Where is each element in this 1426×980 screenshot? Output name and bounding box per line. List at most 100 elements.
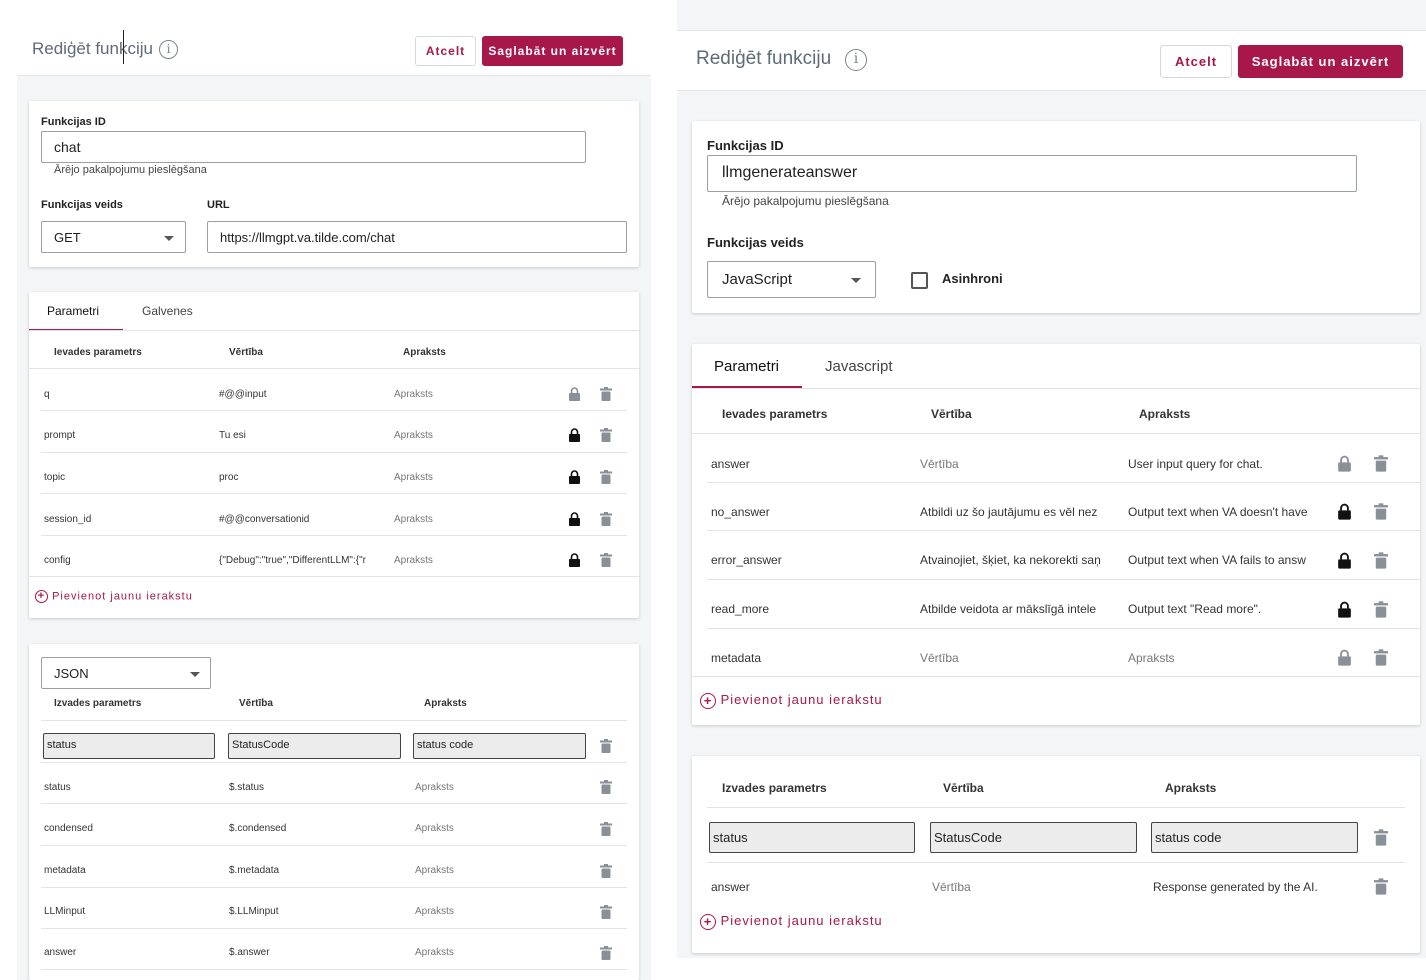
- new-output-param-input[interactable]: status: [43, 733, 215, 759]
- trash-icon[interactable]: [1374, 503, 1388, 520]
- trash-icon[interactable]: [600, 387, 612, 401]
- new-output-value-input[interactable]: StatusCode: [228, 733, 401, 759]
- trash-icon[interactable]: [600, 553, 612, 567]
- param-description[interactable]: Apraksts: [394, 514, 433, 525]
- param-name[interactable]: config: [44, 555, 71, 566]
- output-param-name[interactable]: metadata: [44, 865, 86, 876]
- output-param-description[interactable]: Apraksts: [415, 947, 454, 958]
- info-icon[interactable]: i: [845, 49, 867, 71]
- add-input-row-button[interactable]: + Pievienot jaunu ierakstu: [700, 692, 883, 709]
- param-value[interactable]: Vērtība: [920, 457, 959, 471]
- output-param-description[interactable]: Apraksts: [415, 823, 454, 834]
- trash-icon[interactable]: [600, 470, 612, 484]
- new-output-description-input[interactable]: status code: [1151, 822, 1358, 853]
- output-param-name[interactable]: answer: [711, 880, 750, 894]
- output-param-value[interactable]: $.answer: [229, 947, 270, 958]
- param-name[interactable]: read_more: [711, 602, 770, 616]
- lock-icon[interactable]: [568, 470, 581, 484]
- output-param-value[interactable]: $.metadata: [229, 865, 280, 876]
- function-id-input[interactable]: chat: [41, 131, 586, 163]
- param-name[interactable]: answer: [711, 457, 750, 471]
- param-value[interactable]: proc: [219, 472, 239, 483]
- async-checkbox[interactable]: [911, 272, 928, 289]
- param-name[interactable]: no_answer: [711, 505, 770, 519]
- param-name[interactable]: q: [44, 389, 50, 400]
- output-param-description[interactable]: Apraksts: [415, 782, 454, 793]
- lock-icon[interactable]: [1337, 455, 1352, 472]
- lock-icon[interactable]: [568, 428, 581, 442]
- param-value[interactable]: Atbilde veidota ar mākslīgā intele: [920, 602, 1097, 616]
- param-value[interactable]: Vērtība: [920, 651, 959, 665]
- param-description[interactable]: User input query for chat.: [1128, 457, 1263, 471]
- trash-icon[interactable]: [1374, 649, 1388, 666]
- param-value[interactable]: {"Debug":"true","DifferentLLM":{"r: [219, 555, 366, 566]
- lock-icon[interactable]: [1337, 649, 1352, 666]
- trash-icon[interactable]: [600, 822, 612, 836]
- save-close-button[interactable]: Saglabāt un aizvērt: [482, 36, 623, 66]
- param-description[interactable]: Apraksts: [394, 430, 433, 441]
- output-param-name[interactable]: condensed: [44, 823, 93, 834]
- param-value[interactable]: Tu esi: [219, 430, 246, 441]
- lock-icon[interactable]: [1337, 503, 1352, 520]
- trash-icon[interactable]: [1374, 455, 1388, 472]
- trash-icon[interactable]: [600, 946, 612, 960]
- trash-icon[interactable]: [1374, 601, 1388, 618]
- param-name[interactable]: error_answer: [711, 553, 782, 567]
- param-description[interactable]: Output text when VA doesn't have: [1128, 505, 1308, 519]
- lock-icon[interactable]: [568, 512, 581, 526]
- param-value[interactable]: Atvainojiet, šķiet, ka nekorekti saņ: [920, 553, 1101, 567]
- param-name[interactable]: metadata: [711, 651, 762, 665]
- output-param-description[interactable]: Apraksts: [415, 906, 454, 917]
- info-icon[interactable]: i: [159, 40, 178, 59]
- tab-parametri[interactable]: Parametri: [47, 304, 100, 318]
- trash-icon[interactable]: [600, 864, 612, 878]
- function-type-select[interactable]: GET: [41, 221, 186, 253]
- lock-icon[interactable]: [568, 387, 581, 401]
- param-value[interactable]: Atbildi uz šo jautājumu es vēl nez: [920, 505, 1098, 519]
- function-type-select[interactable]: JavaScript: [707, 261, 876, 298]
- trash-icon[interactable]: [1374, 878, 1388, 895]
- trash-icon[interactable]: [600, 905, 612, 919]
- trash-icon[interactable]: [600, 780, 612, 794]
- tab-javascript[interactable]: Javascript: [825, 358, 893, 375]
- param-description[interactable]: Apraksts: [1128, 651, 1175, 665]
- tab-parametri[interactable]: Parametri: [714, 358, 780, 375]
- param-description[interactable]: Output text "Read more".: [1128, 602, 1262, 616]
- param-name[interactable]: session_id: [44, 514, 92, 525]
- trash-icon[interactable]: [600, 428, 612, 442]
- url-input[interactable]: https://llmgpt.va.tilde.com/chat: [207, 221, 627, 253]
- function-id-input[interactable]: llmgenerateanswer: [707, 155, 1357, 192]
- output-param-value[interactable]: Vērtība: [932, 880, 971, 894]
- param-value[interactable]: #@@input: [219, 389, 267, 400]
- tab-galvenes[interactable]: Galvenes: [142, 304, 193, 318]
- add-output-row-button[interactable]: + Pievienot jaunu ierakstu: [700, 913, 883, 930]
- cancel-button[interactable]: Atcelt: [1160, 45, 1232, 78]
- trash-icon[interactable]: [1374, 829, 1388, 846]
- output-param-description[interactable]: Response generated by the AI.: [1153, 880, 1318, 894]
- output-format-select[interactable]: JSON: [41, 657, 211, 689]
- param-description[interactable]: Output text when VA fails to answ: [1128, 553, 1306, 567]
- param-value[interactable]: #@@conversationid: [219, 514, 310, 525]
- param-name[interactable]: topic: [44, 472, 66, 483]
- output-param-value[interactable]: $.LLMinput: [229, 906, 279, 917]
- trash-icon[interactable]: [1374, 552, 1388, 569]
- output-param-value[interactable]: $.status: [229, 782, 265, 793]
- trash-icon[interactable]: [600, 512, 612, 526]
- new-output-param-input[interactable]: status: [709, 822, 915, 853]
- save-close-button[interactable]: Saglabāt un aizvērt: [1238, 45, 1403, 78]
- new-output-value-input[interactable]: StatusCode: [930, 822, 1137, 853]
- param-description[interactable]: Apraksts: [394, 389, 433, 400]
- output-param-description[interactable]: Apraksts: [415, 865, 454, 876]
- add-input-row-button[interactable]: + Pievienot jaunu ierakstu: [35, 590, 193, 603]
- output-param-value[interactable]: $.condensed: [229, 823, 287, 834]
- param-name[interactable]: prompt: [44, 430, 76, 441]
- param-description[interactable]: Apraksts: [394, 555, 433, 566]
- cancel-button[interactable]: Atcelt: [415, 36, 476, 66]
- output-param-name[interactable]: status: [44, 782, 71, 793]
- output-param-name[interactable]: answer: [44, 947, 77, 958]
- param-description[interactable]: Apraksts: [394, 472, 433, 483]
- lock-icon[interactable]: [1337, 601, 1352, 618]
- output-param-name[interactable]: LLMinput: [44, 906, 86, 917]
- lock-icon[interactable]: [1337, 552, 1352, 569]
- new-output-description-input[interactable]: status code: [413, 733, 586, 759]
